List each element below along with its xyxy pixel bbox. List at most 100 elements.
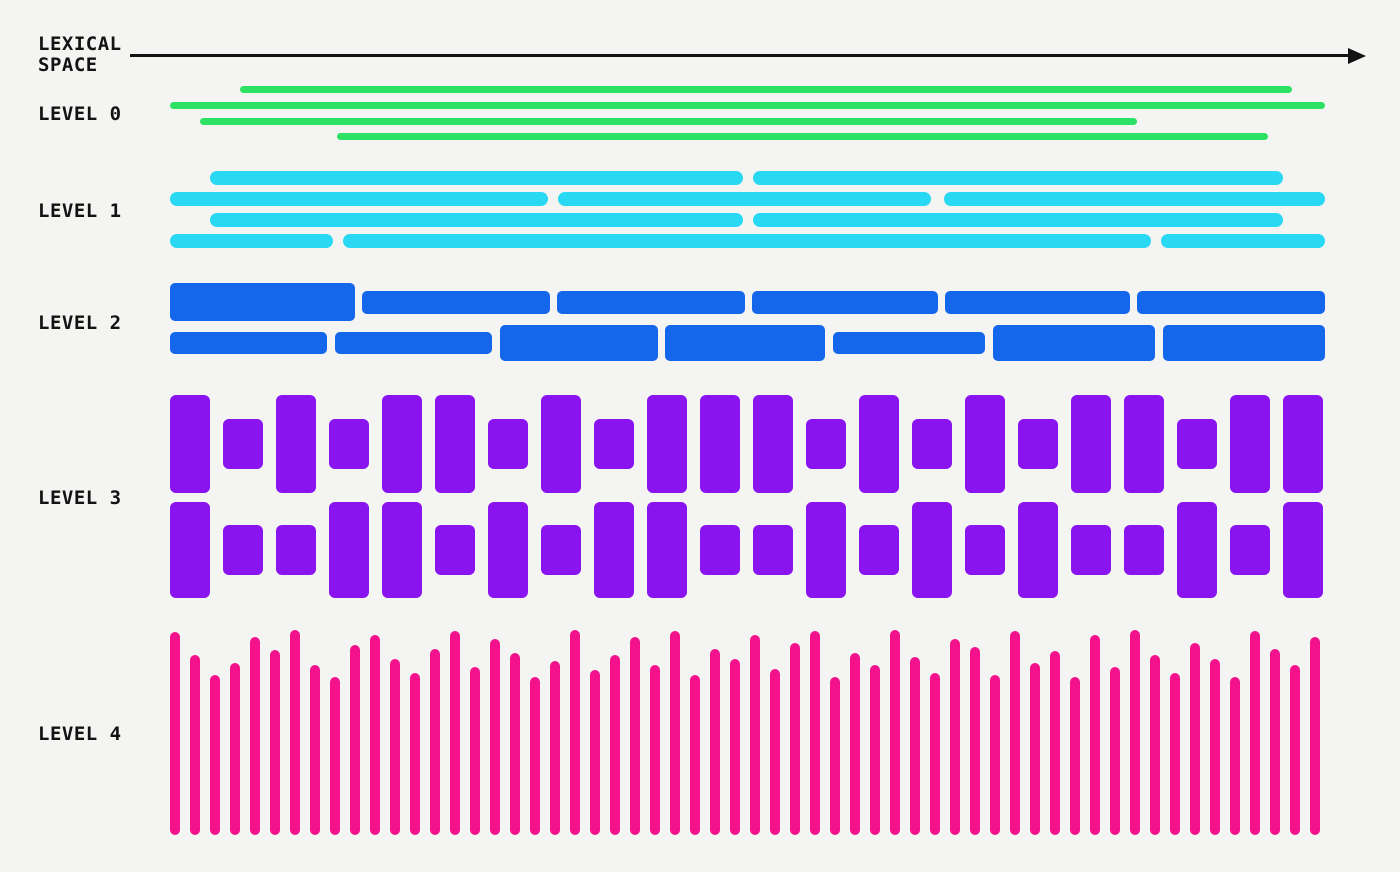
level-2-segment <box>170 283 355 321</box>
level-4-segment <box>530 677 540 835</box>
level-4-segment <box>710 649 720 835</box>
level-4-segment <box>1070 677 1080 835</box>
level-1-segment <box>170 192 548 206</box>
level-4-label: LEVEL 4 <box>38 723 122 745</box>
level-4-segment <box>830 677 840 835</box>
level-3-label: LEVEL 3 <box>38 487 122 509</box>
level-4-segment <box>170 632 180 835</box>
level-3-segment <box>223 525 263 575</box>
level-3-segment <box>912 419 952 469</box>
level-0-segment <box>240 86 1292 93</box>
level-4-segment <box>1170 673 1180 835</box>
level-1-segment <box>944 192 1325 206</box>
level-4-segment <box>550 661 560 835</box>
level-3-segment <box>1071 395 1111 493</box>
level-3-segment <box>488 502 528 598</box>
level-2-segment <box>335 332 492 354</box>
level-4-segment <box>1090 635 1100 835</box>
level-4-segment <box>290 630 300 835</box>
level-3-segment <box>594 419 634 469</box>
level-4-segment <box>430 649 440 835</box>
level-1-segment <box>170 234 333 248</box>
level-3-segment <box>435 525 475 575</box>
level-4-segment <box>890 630 900 835</box>
level-4-segment <box>210 675 220 835</box>
level-3-segment <box>965 395 1005 493</box>
level-3-segment <box>647 502 687 598</box>
level-2-label: LEVEL 2 <box>38 312 122 334</box>
level-3-segment <box>753 525 793 575</box>
level-4-segment <box>1110 667 1120 835</box>
level-4-segment <box>810 631 820 835</box>
lexical-space-arrow <box>130 54 1351 57</box>
level-3-segment <box>1018 419 1058 469</box>
level-3-segment <box>382 502 422 598</box>
level-3-segment <box>276 525 316 575</box>
level-3-segment <box>806 419 846 469</box>
level-3-segment <box>859 395 899 493</box>
level-2-segment <box>752 291 938 314</box>
level-3-segment <box>329 502 369 598</box>
level-4-segment <box>870 665 880 835</box>
level-4-segment <box>650 665 660 835</box>
level-3-segment <box>223 419 263 469</box>
level-4-segment <box>490 639 500 835</box>
level-4-segment <box>1310 637 1320 835</box>
level-3-segment <box>1177 419 1217 469</box>
level-2-segment <box>833 332 985 354</box>
level-4-segment <box>390 659 400 835</box>
level-3-segment <box>753 395 793 493</box>
level-4-segment <box>690 675 700 835</box>
level-3-segment <box>1230 395 1270 493</box>
level-4-segment <box>930 673 940 835</box>
level-4-segment <box>230 663 240 835</box>
level-1-segment <box>343 234 1151 248</box>
level-3-segment <box>1283 395 1323 493</box>
level-1-segment <box>1161 234 1325 248</box>
level-4-segment <box>450 631 460 835</box>
level-2-segment <box>945 291 1130 314</box>
level-4-segment <box>910 657 920 835</box>
level-4-segment <box>990 675 1000 835</box>
level-3-segment <box>1124 395 1164 493</box>
level-3-segment <box>488 419 528 469</box>
level-3-segment <box>170 502 210 598</box>
level-4-segment <box>1230 677 1240 835</box>
level-2-segment <box>170 332 327 354</box>
level-4-segment <box>1270 649 1280 835</box>
level-1-label: LEVEL 1 <box>38 200 122 222</box>
level-0-segment <box>337 133 1268 140</box>
level-3-segment <box>859 525 899 575</box>
level-2-segment <box>1163 325 1325 361</box>
level-3-segment <box>1018 502 1058 598</box>
level-1-segment <box>753 213 1283 227</box>
level-4-segment <box>570 630 580 835</box>
level-3-segment <box>594 502 634 598</box>
level-3-segment <box>1230 525 1270 575</box>
level-4-segment <box>770 669 780 835</box>
level-4-segment <box>850 653 860 835</box>
level-2-segment <box>665 325 825 361</box>
level-4-segment <box>1290 665 1300 835</box>
level-4-segment <box>1010 631 1020 835</box>
level-1-segment <box>558 192 931 206</box>
level-3-segment <box>647 395 687 493</box>
level-4-segment <box>630 637 640 835</box>
level-0-segment <box>170 102 1325 109</box>
level-4-segment <box>610 655 620 835</box>
level-4-segment <box>470 667 480 835</box>
level-1-segment <box>753 171 1283 185</box>
level-4-segment <box>970 647 980 835</box>
level-3-segment <box>1071 525 1111 575</box>
level-4-segment <box>590 670 600 835</box>
level-4-segment <box>730 659 740 835</box>
level-4-segment <box>350 645 360 835</box>
level-4-segment <box>790 643 800 835</box>
level-3-segment <box>965 525 1005 575</box>
title-line-1: LEXICAL <box>38 33 122 55</box>
lexical-space-title: LEXICAL SPACE <box>38 34 122 76</box>
